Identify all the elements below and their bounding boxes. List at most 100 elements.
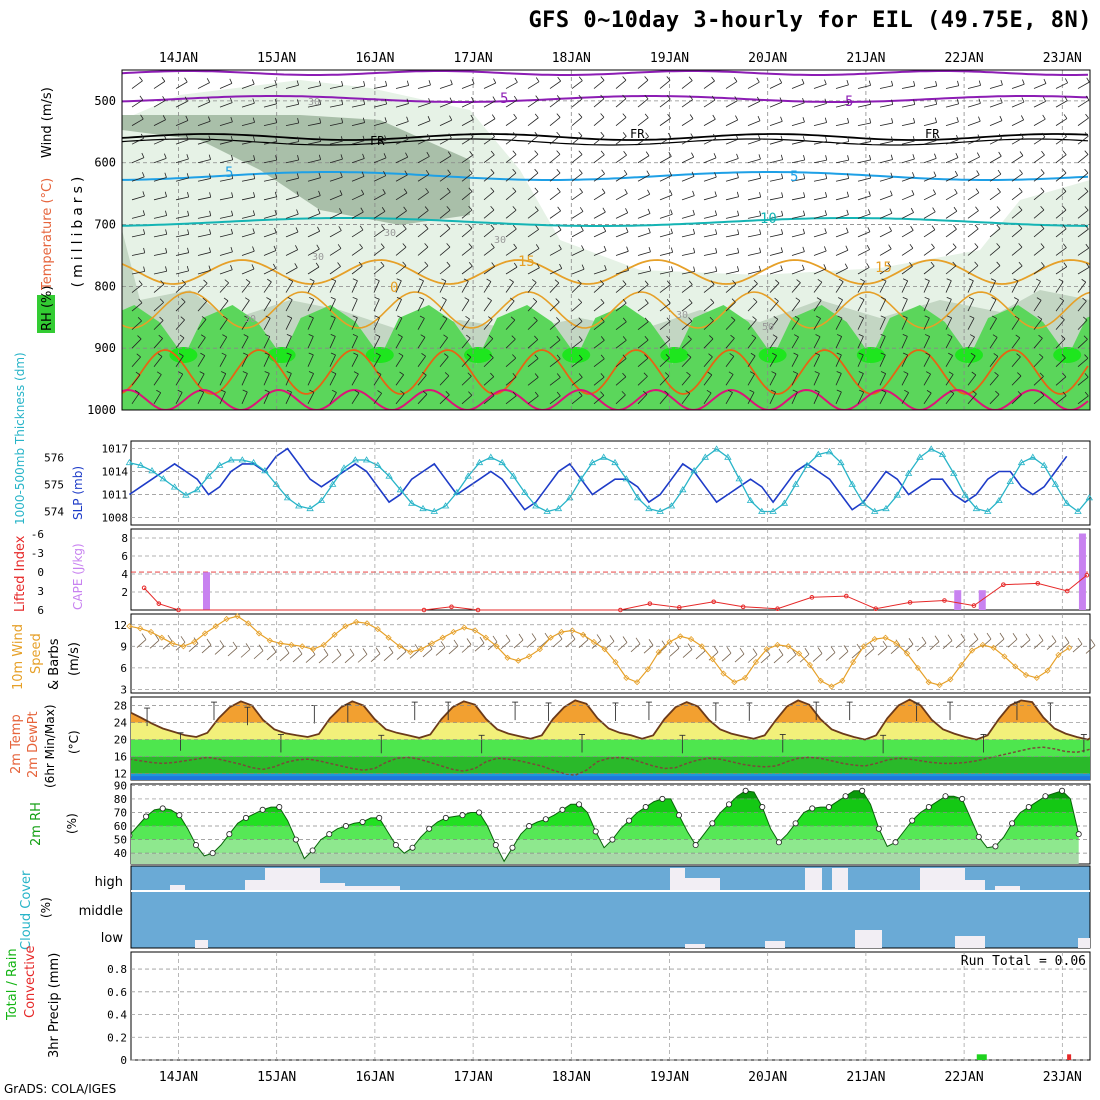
wind-barb-flag bbox=[825, 155, 828, 161]
wind-barb-flag bbox=[622, 132, 627, 137]
wind-barb-flag bbox=[602, 207, 606, 213]
wind-barb-flag bbox=[142, 172, 145, 178]
wind-barb-flag bbox=[974, 261, 979, 266]
wind-barb bbox=[901, 122, 915, 127]
lifted-index-point bbox=[942, 598, 947, 603]
wind-barb-flag bbox=[955, 152, 959, 158]
wind-barb bbox=[1011, 375, 1022, 386]
thickness-point bbox=[656, 507, 664, 514]
wind-barb-flag bbox=[975, 206, 979, 211]
lifted-index-axis-label: Lifted Index bbox=[13, 535, 28, 612]
wind-barb bbox=[153, 270, 167, 275]
wind-barb-flag bbox=[297, 118, 300, 124]
wind-speed-point bbox=[407, 649, 414, 656]
wind-barb-flag bbox=[308, 352, 314, 356]
wind-barb-flag bbox=[757, 96, 761, 102]
wind-barb bbox=[373, 247, 385, 256]
wind-barb-flag bbox=[1082, 297, 1087, 302]
surface-wind-barb bbox=[929, 641, 940, 651]
wind-barb-flag bbox=[555, 298, 560, 303]
wind-barb bbox=[857, 391, 865, 404]
thickness-point bbox=[328, 480, 337, 487]
wind-barb-flag bbox=[935, 80, 938, 87]
wind-barb bbox=[1033, 357, 1044, 368]
wind-axis-label-3: & Barbs bbox=[47, 638, 62, 690]
wind-barb bbox=[373, 121, 387, 127]
wind-barb bbox=[351, 299, 358, 312]
wind-barb-flag bbox=[824, 98, 827, 104]
wind-speed-point bbox=[255, 630, 263, 637]
surface-wind-barb bbox=[890, 645, 901, 655]
wind-barb bbox=[417, 337, 426, 349]
wind-barb bbox=[285, 177, 299, 182]
wind-barb-flag bbox=[558, 244, 562, 250]
surface-wind-barb bbox=[799, 653, 810, 663]
wind-barb bbox=[593, 283, 605, 293]
wind-barb-flag bbox=[405, 134, 409, 140]
wind-barb bbox=[241, 140, 255, 145]
wind-barb-flag bbox=[648, 266, 652, 272]
wind-barb bbox=[219, 121, 233, 127]
wind-barb-flag bbox=[775, 279, 780, 284]
cloud-gap bbox=[245, 880, 265, 891]
wind-barb-flag bbox=[559, 263, 563, 269]
wind-barb bbox=[395, 103, 409, 108]
wind-barb-flag bbox=[265, 334, 270, 337]
wind-barb-flag bbox=[934, 117, 937, 123]
wind-barb-flag bbox=[1060, 316, 1065, 321]
cloud-gap bbox=[320, 883, 345, 891]
surface-wind-barb bbox=[474, 642, 485, 652]
wind-barb bbox=[923, 355, 931, 367]
wind-barb-flag bbox=[231, 210, 234, 216]
slp-ylabels: 1000-500mb Thickness (dm) bbox=[13, 352, 27, 525]
wind-barb bbox=[219, 336, 228, 349]
precip-run-total: Run Total = 0.06 bbox=[961, 954, 1086, 969]
wind-barb-flag bbox=[823, 264, 827, 269]
wind-barb bbox=[153, 356, 163, 367]
wind-barb bbox=[527, 81, 540, 89]
wind-tick-label: 12 bbox=[114, 619, 127, 632]
wind-speed-point bbox=[515, 657, 522, 664]
wind-barb-flag bbox=[846, 209, 849, 215]
date-label-top: 17JAN bbox=[454, 51, 493, 66]
wind-barb-flag bbox=[374, 296, 380, 300]
wind-barb-flag bbox=[976, 152, 980, 158]
wind-barb-flag bbox=[733, 77, 738, 82]
wind-barb-flag bbox=[426, 151, 430, 157]
wind-barb bbox=[483, 357, 494, 368]
wind-barb-flag bbox=[780, 154, 784, 160]
wind-barb-flag bbox=[846, 227, 849, 233]
thickness-point bbox=[1074, 507, 1082, 514]
wind-barb-flag bbox=[341, 99, 344, 105]
wind-barb bbox=[285, 354, 292, 367]
lifted-index-point bbox=[156, 601, 162, 606]
wind-barb bbox=[945, 299, 952, 312]
wind-barb bbox=[153, 100, 166, 108]
wind-barb bbox=[703, 214, 717, 219]
wind-barb-flag bbox=[556, 95, 561, 100]
wind-barb-flag bbox=[377, 390, 382, 394]
rh-tick-label: 90 bbox=[114, 779, 127, 792]
wind-barb-flag bbox=[1064, 96, 1068, 101]
wind-barb-flag bbox=[1086, 77, 1090, 83]
wind-barb-flag bbox=[253, 155, 256, 161]
wind-barb-flag bbox=[286, 371, 292, 374]
wind-barb bbox=[923, 122, 937, 127]
wind-barb-flag bbox=[734, 96, 738, 101]
wind-barb-flag bbox=[1000, 79, 1003, 85]
temp-series-line bbox=[131, 698, 1090, 741]
wind-barb-flag bbox=[164, 191, 167, 197]
wind-barb-flag bbox=[467, 372, 472, 377]
thickness-point bbox=[374, 461, 382, 468]
wind-barb bbox=[153, 302, 164, 312]
wind-barb bbox=[285, 317, 293, 330]
surface-wind-barb-flag bbox=[739, 647, 745, 655]
rh-point bbox=[559, 806, 566, 813]
wind-barb-flag bbox=[352, 315, 358, 319]
cloud-gap bbox=[920, 868, 965, 891]
wind-barb-flag bbox=[730, 334, 735, 339]
lifted-index-point bbox=[1084, 572, 1090, 578]
wind-speed-point bbox=[212, 623, 219, 630]
thickness-point bbox=[758, 507, 766, 514]
wind-barb bbox=[417, 84, 431, 89]
